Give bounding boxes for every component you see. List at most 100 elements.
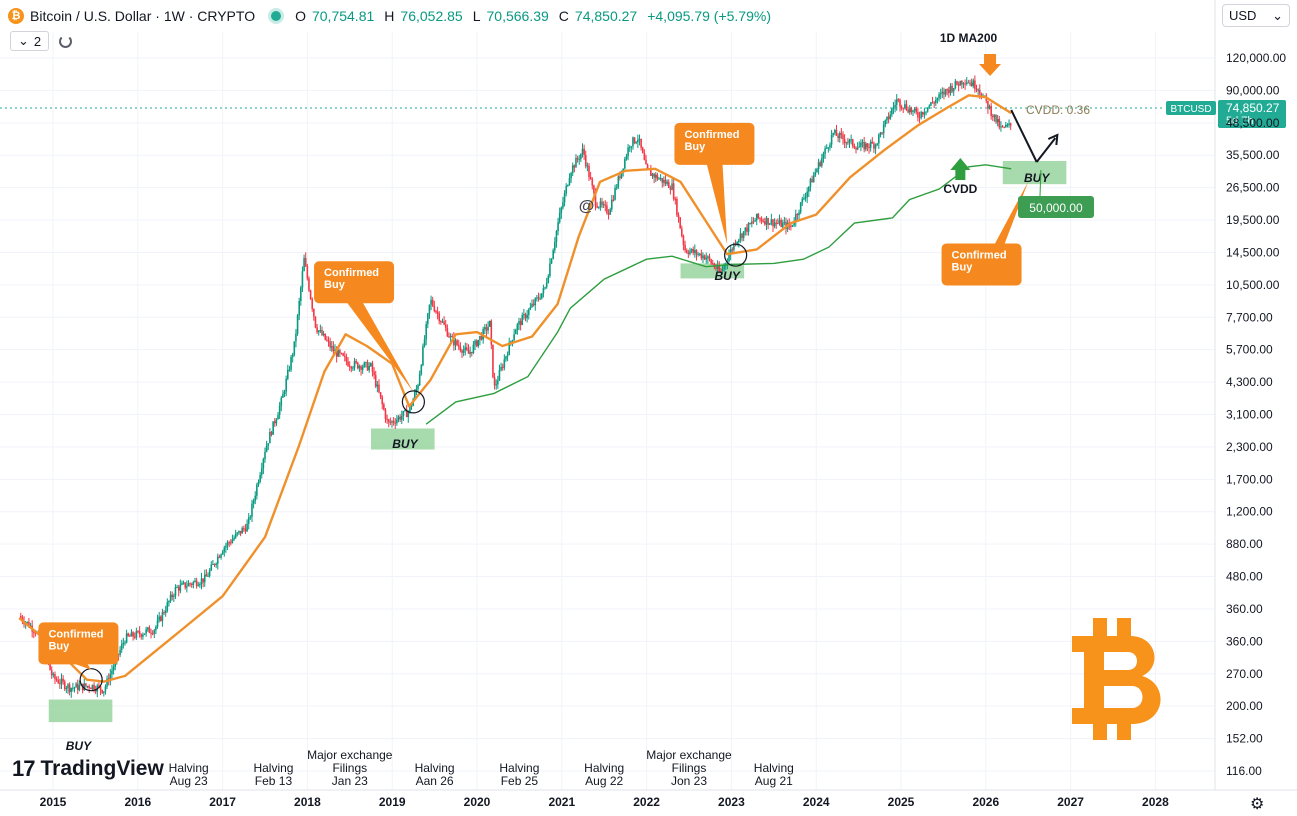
candle-body — [778, 220, 781, 224]
candle-body — [729, 249, 732, 256]
candle-body — [749, 223, 751, 225]
candle-body — [449, 336, 452, 338]
candle-body — [225, 545, 227, 548]
candle-body — [194, 580, 196, 582]
candle-body — [55, 678, 58, 681]
candle-body — [148, 627, 151, 633]
candle-body — [835, 130, 838, 136]
candle-body — [195, 580, 198, 586]
candle-body — [879, 132, 882, 135]
candle-body — [904, 104, 906, 109]
currency-select[interactable]: USD ⌄ — [1222, 4, 1290, 27]
candle-body — [394, 422, 397, 424]
candle-body — [519, 321, 522, 326]
candle-body — [423, 339, 426, 347]
ohlc-close-key: C — [558, 8, 569, 24]
y-tick-label: 7,700.00 — [1226, 310, 1273, 324]
candle-body — [775, 222, 778, 224]
event-label: Halving — [169, 761, 209, 775]
projection-line — [1010, 109, 1038, 163]
candle-body — [594, 192, 597, 206]
candle-body — [521, 315, 524, 326]
y-tick-label: 480.00 — [1226, 570, 1263, 584]
candle-body — [475, 340, 478, 347]
candle-body — [941, 91, 944, 94]
candle-body — [145, 629, 147, 634]
candle-body — [672, 183, 675, 199]
candle-body — [907, 109, 909, 113]
candle-body — [192, 581, 195, 585]
candle-body — [969, 82, 971, 84]
tradingview-wordmark: TradingView — [40, 757, 164, 780]
candle-body — [571, 165, 574, 174]
candle-body — [702, 255, 704, 259]
refresh-icon[interactable] — [59, 34, 73, 48]
candle-body — [270, 431, 273, 435]
y-tick-label: 48,500.00 — [1226, 116, 1280, 130]
candle-body — [777, 223, 779, 225]
candle-body — [920, 111, 922, 118]
indicator-count-button[interactable]: ⌄ 2 — [10, 31, 50, 51]
ohlc-high-key: H — [384, 8, 395, 24]
symbol-title[interactable]: Bitcoin / U.S. Dollar · 1W · CRYPTO — [30, 8, 256, 24]
candle-body — [337, 350, 340, 357]
candle-body — [493, 377, 496, 386]
candle-body — [200, 578, 203, 585]
candle-body — [106, 678, 108, 687]
candle-body — [501, 366, 504, 368]
candle-body — [488, 320, 491, 327]
y-tick-label: 360.00 — [1226, 602, 1263, 616]
y-tick-label: 200.00 — [1226, 699, 1263, 713]
candle-body — [949, 85, 952, 93]
candle-body — [256, 484, 258, 496]
candle-body — [446, 327, 449, 337]
candle-body — [972, 80, 975, 87]
candle-body — [75, 683, 77, 688]
candle-body — [384, 409, 387, 420]
candle-body — [798, 212, 800, 216]
candle-body — [251, 503, 253, 517]
tradingview-logo[interactable]: 17 TradingView — [12, 756, 164, 782]
candle-body — [816, 169, 818, 173]
candle-body — [523, 314, 525, 316]
candle-body — [597, 207, 600, 209]
candle-body — [182, 582, 185, 584]
candle-body — [306, 266, 309, 279]
candle-body — [345, 356, 348, 362]
candle-body — [617, 176, 620, 188]
candle-body — [821, 158, 823, 166]
candle-body — [573, 165, 576, 168]
candle-body — [578, 159, 581, 161]
event-label: Jon 23 — [671, 774, 707, 788]
candle-body — [812, 175, 815, 183]
candle-body — [264, 451, 266, 459]
candle-body — [459, 346, 462, 351]
candle-body — [560, 207, 563, 214]
x-tick-label: 2017 — [209, 795, 236, 809]
candle-body — [70, 688, 73, 692]
chevron-down-icon: ⌄ — [1272, 7, 1283, 23]
candle-body — [190, 583, 193, 585]
gear-icon[interactable]: ⚙ — [1250, 796, 1265, 813]
candle-body — [804, 197, 807, 199]
candle-body — [246, 523, 248, 532]
callout-label: Confirmed — [952, 249, 1007, 261]
candle-body — [965, 82, 968, 84]
y-tick-label: 880.00 — [1226, 537, 1263, 551]
candle-body — [580, 153, 582, 160]
candle-body — [339, 350, 341, 354]
candle-body — [728, 255, 730, 262]
candle-body — [186, 586, 188, 588]
candle-body — [427, 313, 429, 324]
candle-body — [379, 392, 382, 398]
candle-body — [593, 185, 595, 193]
candle-body — [723, 264, 725, 269]
candle-body — [754, 220, 756, 222]
candle-body — [698, 253, 701, 255]
candle-body — [659, 178, 662, 180]
x-tick-label: 2016 — [124, 795, 151, 809]
candle-body — [163, 612, 165, 614]
y-tick-label: 90,000.00 — [1226, 83, 1280, 97]
candle-body — [547, 276, 550, 283]
